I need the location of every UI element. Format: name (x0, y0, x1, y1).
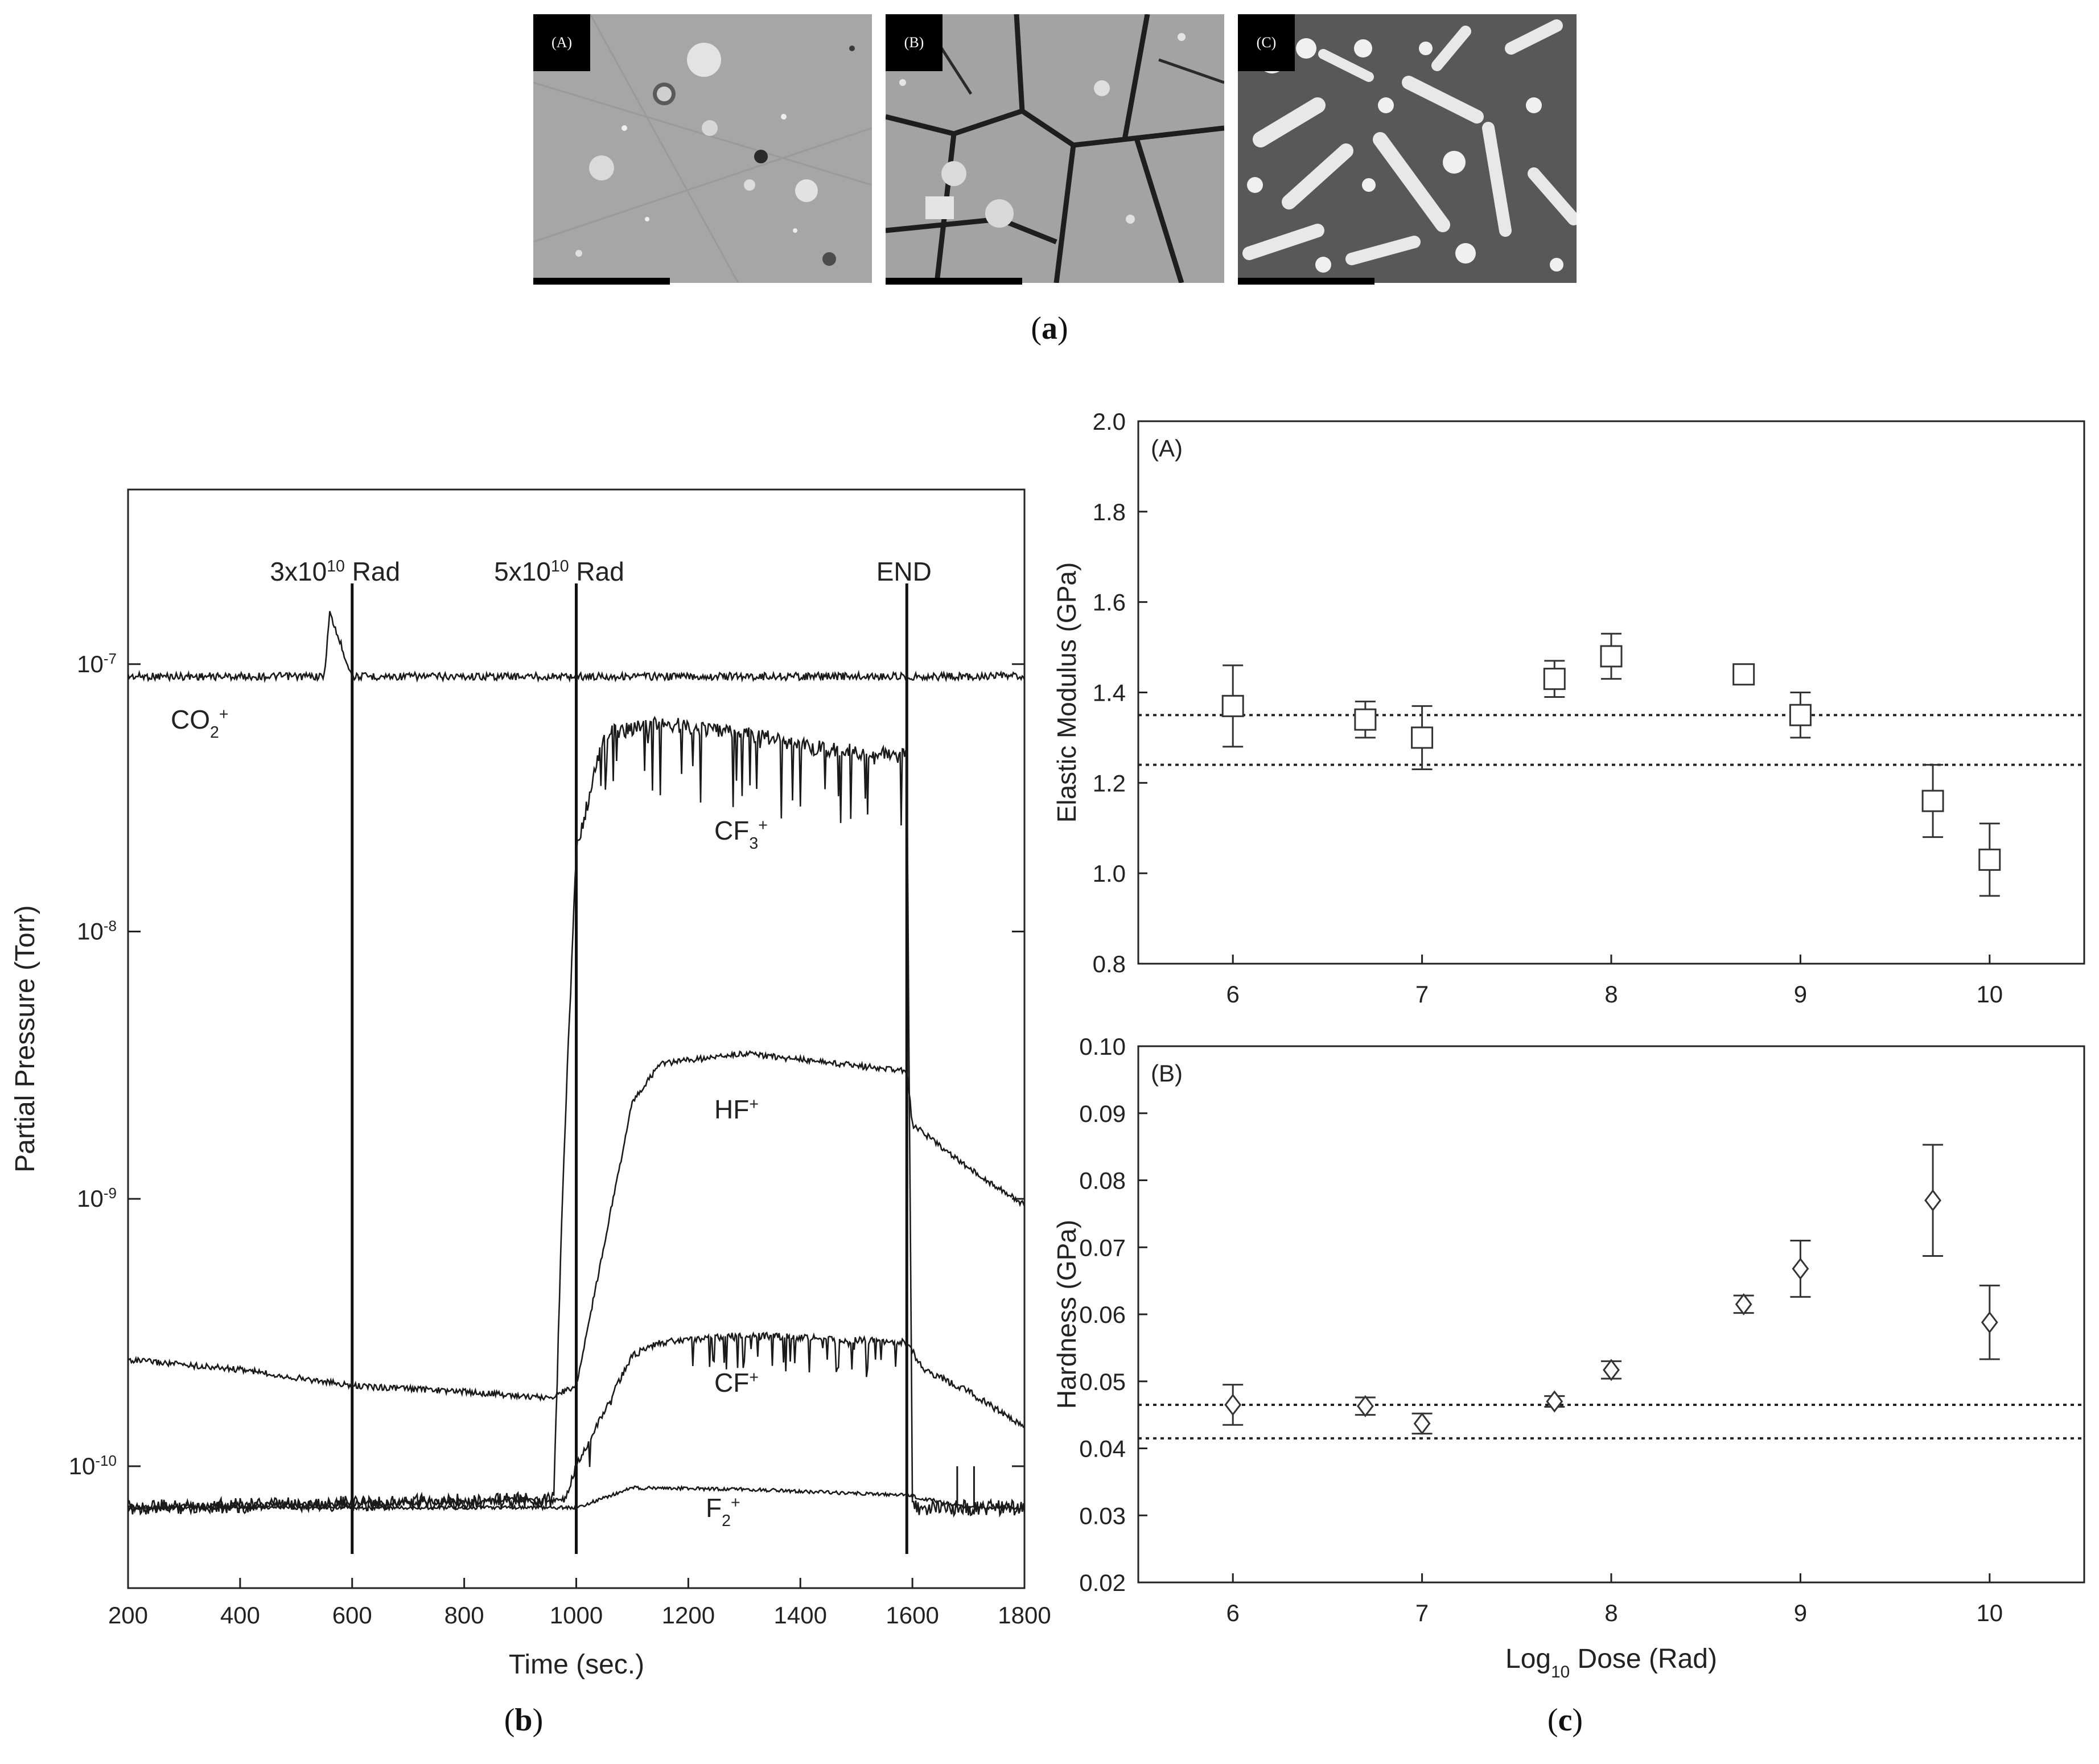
hardness-x-tick-label: 10 (1976, 1599, 2003, 1626)
hardness-panel-label: (B) (1151, 1060, 1183, 1087)
scalebar-b (886, 278, 1022, 285)
modulus-x-tick-label: 9 (1794, 981, 1807, 1008)
caption-c-letter: c (1558, 1703, 1573, 1738)
hardness-y-tick-label: 0.05 (1079, 1368, 1126, 1395)
hardness-x-tick-label: 9 (1794, 1599, 1807, 1626)
modulus-y-tick-label: 1.6 (1093, 589, 1126, 616)
y-tick-label: 10-9 (77, 1185, 117, 1212)
modulus-data-point (1978, 848, 2001, 871)
x-tick-label: 1800 (998, 1602, 1051, 1629)
series-line-f2-plus (127, 1485, 1026, 1511)
modulus-plot-frame (1137, 420, 2085, 965)
sem-label-b: (B) (886, 14, 943, 71)
x-tick-label: 400 (220, 1602, 260, 1629)
x-tick-label: 800 (445, 1602, 484, 1629)
x-tick-label: 1600 (886, 1602, 939, 1629)
x-tick-label: 1200 (662, 1602, 715, 1629)
modulus-y-tick-label: 0.8 (1093, 951, 1126, 977)
partial-pressure-chart: 200 400 600 800 1000 1200 1400 1600 1800 10-7 10-8… (10, 488, 1051, 1680)
x-tick-label: 1400 (774, 1602, 827, 1629)
hardness-data-point (1792, 1257, 1809, 1280)
marker-label-5e10: 5x1010 Rad (494, 557, 624, 586)
modulus-panel-label: (A) (1151, 435, 1183, 462)
sem-image-b: (B) (886, 14, 1224, 283)
marker-label-end: END (876, 557, 932, 586)
y-tick-label: 10-10 (69, 1452, 117, 1479)
y-tick-label: 10-7 (77, 650, 117, 677)
hardness-y-tick-label: 0.08 (1079, 1167, 1126, 1194)
hardness-y-axis-label: Hardness (GPa) (1053, 1220, 1081, 1409)
modulus-data-point (1411, 726, 1434, 749)
species-label-3: CF+ (714, 1368, 759, 1397)
y-tick-label: 10-8 (77, 917, 117, 944)
modulus-y-tick-label: 1.8 (1093, 499, 1126, 525)
hardness-y-tick-label: 0.07 (1079, 1234, 1126, 1261)
species-label-1: CF3+ (714, 816, 768, 853)
species-label-2: HF+ (714, 1095, 759, 1124)
modulus-y-tick-label: 1.2 (1093, 770, 1126, 796)
modulus-x-tick-label: 7 (1415, 981, 1429, 1008)
hardness-y-tick-label: 0.06 (1079, 1301, 1126, 1328)
modulus-y-tick-label: 1.0 (1093, 860, 1126, 887)
caption-a-letter: a (1042, 311, 1057, 346)
modulus-y-tick-label: 2.0 (1093, 408, 1126, 435)
hardness-x-tick-label: 8 (1604, 1599, 1618, 1626)
series-line-cf3-plus (127, 716, 1026, 1518)
hardness-data-point (1924, 1189, 1941, 1212)
hardness-x-tick-label: 6 (1227, 1599, 1240, 1626)
hardness-data-point (1981, 1311, 1998, 1334)
modulus-data-point (1221, 694, 1244, 717)
caption-b-letter: b (515, 1703, 533, 1738)
hardness-data-point (1356, 1395, 1374, 1417)
scalebar-a (533, 278, 670, 285)
modulus-data-point (1600, 645, 1623, 668)
x-axis-label: Time (sec.) (509, 1650, 644, 1680)
modulus-y-tick-label: 1.4 (1093, 680, 1126, 706)
modulus-x-tick-label: 8 (1604, 981, 1618, 1008)
hardness-data-point (1546, 1390, 1563, 1413)
marker-label-3e10: 3x1010 Rad (270, 557, 400, 586)
modulus-data-point (1543, 668, 1566, 690)
modulus-y-axis-label: Elastic Modulus (GPa) (1053, 562, 1081, 823)
sem-image-c: (C) (1238, 14, 1577, 283)
modulus-x-tick-label: 10 (1976, 981, 2003, 1008)
species-label-0: CO2+ (171, 705, 229, 742)
caption-a: (a) (1031, 311, 1068, 346)
modulus-data-point (1732, 663, 1755, 686)
hardness-plot-frame (1137, 1045, 2085, 1584)
x-tick-label: 600 (332, 1602, 372, 1629)
hardness-y-tick-label: 0.04 (1079, 1436, 1126, 1462)
series-line-hf-plus (127, 1050, 1026, 1402)
hardness-data-point (1735, 1293, 1752, 1315)
modulus-data-point (1789, 704, 1812, 726)
hardness-y-tick-label: 0.03 (1079, 1502, 1126, 1529)
sem-label-a: (A) (533, 14, 590, 71)
series-line-co2-plus (127, 611, 1026, 684)
modulus-hardness-chart: (A) 6 7 8 9 10 0.8 1.0 1.2 1.4 1.6 1.8 2.0 Elastic Mo… (1053, 408, 2085, 1681)
hardness-data-point (1413, 1412, 1431, 1435)
x-tick-label: 1000 (550, 1602, 603, 1629)
modulus-x-tick-label: 6 (1227, 981, 1240, 1008)
hardness-y-tick-label: 0.10 (1079, 1033, 1126, 1060)
x-tick-label: 200 (108, 1602, 148, 1629)
hardness-y-tick-label: 0.09 (1079, 1100, 1126, 1127)
caption-c: (c) (1547, 1703, 1583, 1738)
y-axis-label: Partial Pressure (Torr) (10, 905, 40, 1172)
caption-b: (b) (504, 1703, 544, 1738)
species-label-4: F2+ (706, 1493, 740, 1530)
hardness-y-tick-label: 0.02 (1079, 1569, 1126, 1596)
sem-image-a: (A) (533, 14, 872, 283)
scalebar-c (1238, 278, 1374, 285)
modulus-data-point (1921, 790, 1944, 812)
hardness-x-axis-label: Log10 Dose (Rad) (1505, 1644, 1717, 1681)
hardness-data-point (1603, 1359, 1620, 1381)
hardness-x-tick-label: 7 (1415, 1599, 1429, 1626)
sem-label-c: (C) (1238, 14, 1295, 71)
modulus-data-point (1354, 708, 1377, 731)
hardness-data-point (1224, 1393, 1242, 1416)
